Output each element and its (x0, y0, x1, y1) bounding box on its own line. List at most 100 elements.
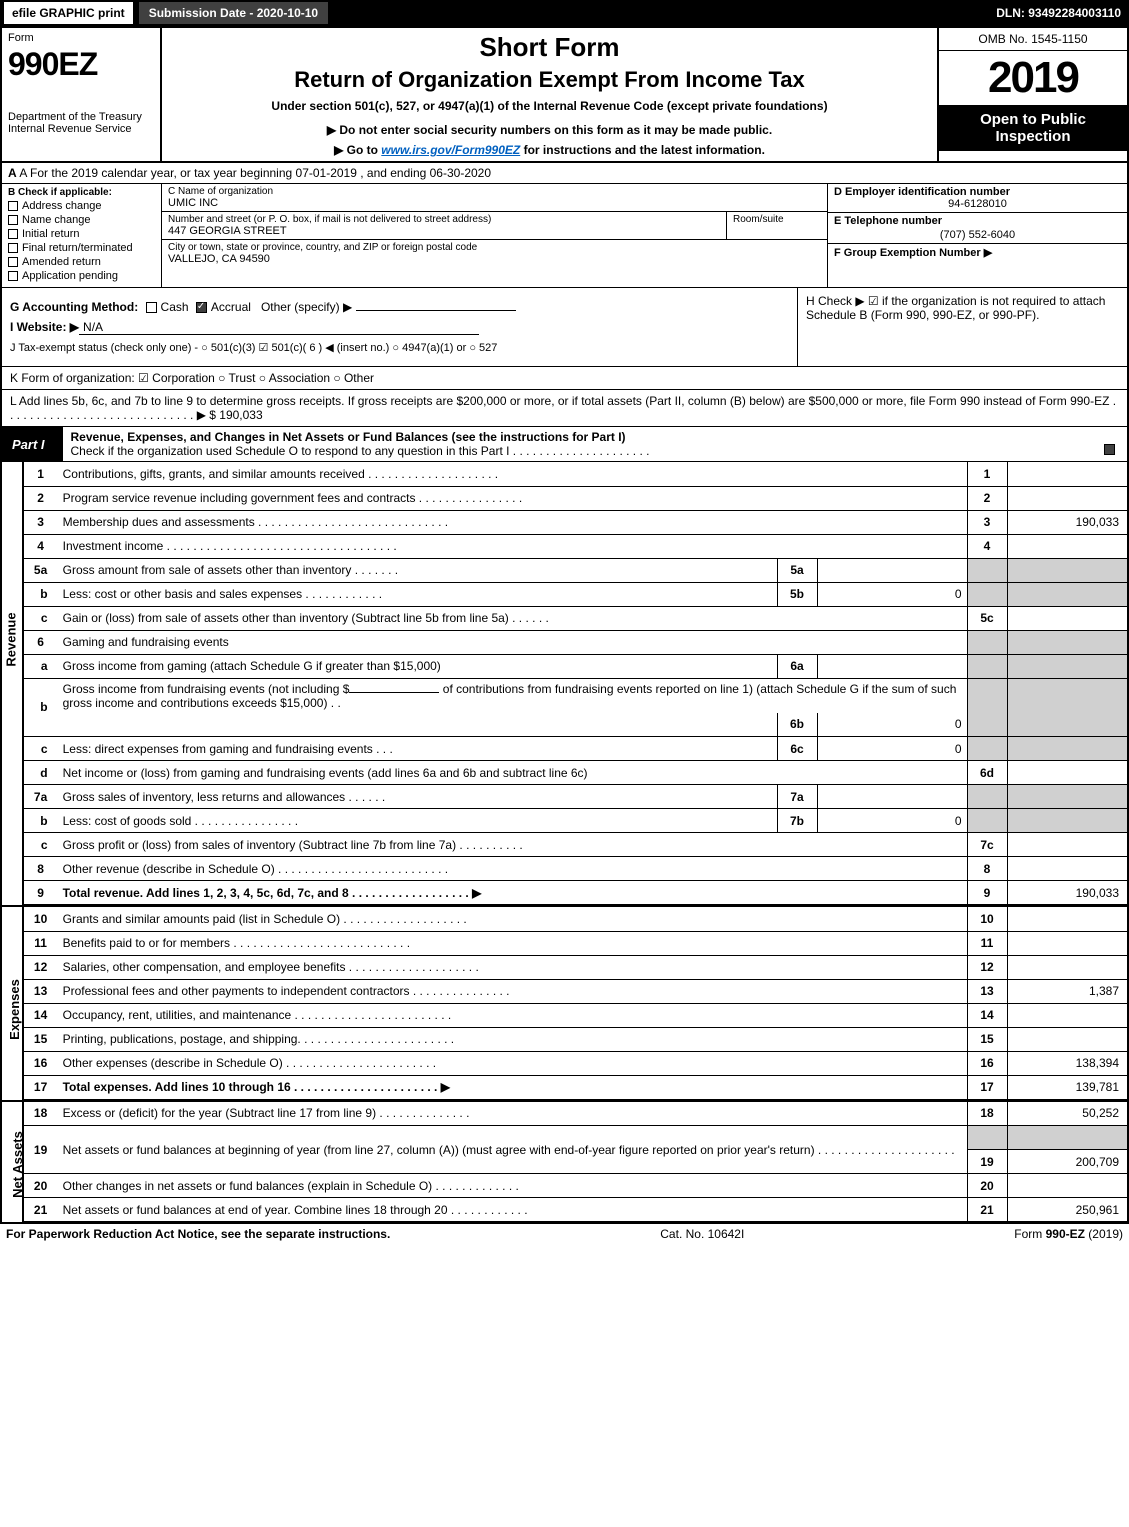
line-16-num: 16 (24, 1051, 58, 1075)
line-6a-desc: Gross income from gaming (attach Schedul… (58, 654, 777, 678)
line-7b-vshade (1007, 809, 1127, 833)
section-b-label: B Check if applicable: (8, 187, 155, 198)
schedule-o-checkbox[interactable] (1104, 444, 1115, 455)
line-3-rnum: 3 (967, 510, 1007, 534)
line-8-val (1007, 857, 1127, 881)
line-3-num: 3 (24, 510, 58, 534)
section-j: J Tax-exempt status (check only one) - ○… (10, 341, 789, 354)
line-4-rnum: 4 (967, 534, 1007, 558)
line-7c-val (1007, 833, 1127, 857)
dln: DLN: 93492284003110 (996, 6, 1129, 20)
expenses-table: 10Grants and similar amounts paid (list … (24, 907, 1127, 1100)
line-11-rnum: 11 (967, 931, 1007, 955)
city-box: City or town, state or province, country… (162, 240, 827, 287)
line-5a-innum: 5a (777, 558, 817, 582)
line-8-rnum: 8 (967, 857, 1007, 881)
line-10-desc: Grants and similar amounts paid (list in… (58, 907, 967, 931)
line-19-desc: Net assets or fund balances at beginning… (58, 1126, 967, 1174)
header-left: Form 990EZ Department of the Treasury In… (2, 28, 162, 161)
footer-right: Form 990-EZ (2019) (1014, 1227, 1123, 1241)
line-1-num: 1 (24, 462, 58, 486)
expenses-block: Expenses 10Grants and similar amounts pa… (2, 907, 1127, 1102)
line-19-rnum: 19 (967, 1150, 1007, 1174)
line-4-val (1007, 534, 1127, 558)
dept-irs: Internal Revenue Service (8, 123, 154, 135)
line-7a-vshade (1007, 785, 1127, 809)
cb-address-change[interactable]: Address change (8, 200, 155, 212)
line-5a-vshade (1007, 558, 1127, 582)
section-h: H Check ▶ ☑ if the organization is not r… (797, 288, 1127, 366)
line-19-vshade (1007, 1126, 1127, 1150)
line-16-desc: Other expenses (describe in Schedule O) … (58, 1051, 967, 1075)
section-b: B Check if applicable: Address change Na… (2, 184, 162, 287)
line-6b-vshade (1007, 678, 1127, 737)
line-6-vshade (1007, 630, 1127, 654)
line-2-val (1007, 486, 1127, 510)
subtitle: Under section 501(c), 527, or 4947(a)(1)… (170, 99, 929, 113)
line-5a-rshade (967, 558, 1007, 582)
line-7b-num: b (24, 809, 58, 833)
cb-pending[interactable]: Application pending (8, 270, 155, 282)
line-10-num: 10 (24, 907, 58, 931)
line-18-val: 50,252 (1007, 1102, 1127, 1126)
line-21-num: 21 (24, 1198, 58, 1222)
main-title: Return of Organization Exempt From Incom… (170, 67, 929, 93)
efile-tag[interactable]: efile GRAPHIC print (4, 2, 133, 24)
part-i-title: Revenue, Expenses, and Changes in Net As… (63, 427, 1127, 461)
cb-final-return[interactable]: Final return/terminated (8, 242, 155, 254)
line-7b-rshade (967, 809, 1007, 833)
cb-accrual[interactable] (196, 302, 207, 313)
cb-name-change[interactable]: Name change (8, 214, 155, 226)
line-14-val (1007, 1003, 1127, 1027)
ein-label: D Employer identification number (834, 186, 1121, 198)
irs-link[interactable]: www.irs.gov/Form990EZ (381, 143, 520, 157)
other-specify-line[interactable] (356, 310, 516, 311)
org-name: UMIC INC (168, 197, 821, 209)
line-17-desc: Total expenses. Add lines 10 through 16 … (58, 1075, 967, 1099)
line-6b-rshade (967, 678, 1007, 737)
line-7b-inval: 0 (817, 809, 967, 833)
row-ghi: G Accounting Method: Cash Accrual Other … (2, 288, 1127, 367)
accounting-label: G Accounting Method: (10, 300, 138, 314)
line-17-val: 139,781 (1007, 1075, 1127, 1099)
line-13-rnum: 13 (967, 979, 1007, 1003)
form-word: Form (8, 32, 154, 44)
footer: For Paperwork Reduction Act Notice, see … (0, 1224, 1129, 1244)
line-7a-num: 7a (24, 785, 58, 809)
line-5c-val (1007, 606, 1127, 630)
group-exemption-label: F Group Exemption Number ▶ (834, 247, 992, 259)
line-13-val: 1,387 (1007, 979, 1127, 1003)
line-5a-inval (817, 558, 967, 582)
line-20-val (1007, 1174, 1127, 1198)
submission-date: Submission Date - 2020-10-10 (139, 2, 328, 24)
cb-initial-return[interactable]: Initial return (8, 228, 155, 240)
section-h-text: H Check ▶ ☑ if the organization is not r… (806, 294, 1119, 322)
website-label: I Website: ▶ (10, 320, 79, 334)
line-6-rshade (967, 630, 1007, 654)
line-7a-desc: Gross sales of inventory, less returns a… (58, 785, 777, 809)
street-value: 447 GEORGIA STREET (168, 225, 720, 237)
line-6d-desc: Net income or (loss) from gaming and fun… (58, 761, 967, 785)
header-right: OMB No. 1545-1150 2019 Open to Public In… (937, 28, 1127, 161)
netassets-sidelabel: Net Assets (2, 1102, 24, 1223)
cb-cash[interactable] (146, 302, 157, 313)
line-4-desc: Investment income . . . . . . . . . . . … (58, 534, 967, 558)
line-17-num: 17 (24, 1075, 58, 1099)
omb-number: OMB No. 1545-1150 (939, 28, 1127, 51)
line-5b-desc: Less: cost or other basis and sales expe… (58, 582, 777, 606)
line-14-desc: Occupancy, rent, utilities, and maintena… (58, 1003, 967, 1027)
line-8-desc: Other revenue (describe in Schedule O) .… (58, 857, 967, 881)
section-l: L Add lines 5b, 6c, and 7b to line 9 to … (2, 390, 1127, 427)
line-11-desc: Benefits paid to or for members . . . . … (58, 931, 967, 955)
revenue-block: Revenue 1Contributions, gifts, grants, a… (2, 462, 1127, 907)
line-21-val: 250,961 (1007, 1198, 1127, 1222)
line-14-num: 14 (24, 1003, 58, 1027)
col-ghi-left: G Accounting Method: Cash Accrual Other … (2, 288, 797, 366)
line-10-val (1007, 907, 1127, 931)
cb-amended[interactable]: Amended return (8, 256, 155, 268)
line-16-rnum: 16 (967, 1051, 1007, 1075)
line-6-desc: Gaming and fundraising events (58, 630, 967, 654)
dept-treasury: Department of the Treasury (8, 111, 154, 123)
line-9-val: 190,033 (1007, 881, 1127, 905)
line-6b-blank[interactable] (349, 692, 439, 693)
